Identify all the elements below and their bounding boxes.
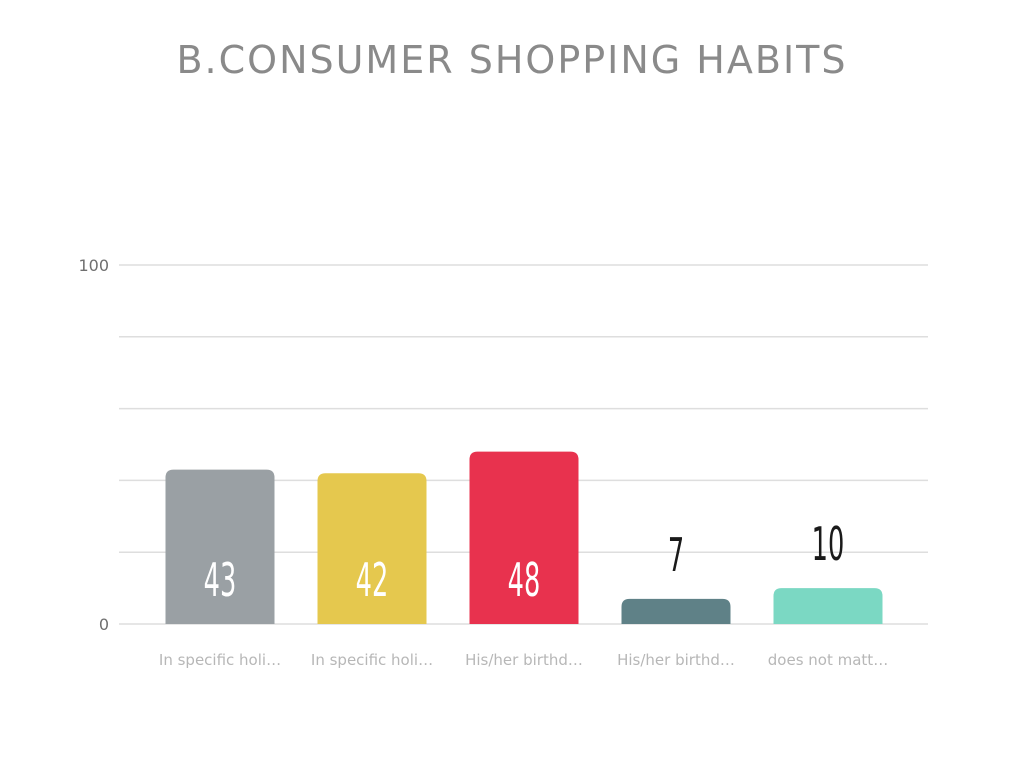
x-category-label: In specific holi… bbox=[311, 651, 433, 669]
bar bbox=[469, 451, 579, 624]
bar-value-label: 43 bbox=[204, 554, 237, 608]
bar bbox=[165, 469, 275, 624]
y-tick-label: 100 bbox=[78, 256, 109, 275]
bars bbox=[165, 451, 883, 624]
bar-value-label: 7 bbox=[668, 529, 684, 583]
x-category-label: His/her birthd… bbox=[465, 651, 583, 669]
bar-value-label: 42 bbox=[356, 554, 389, 608]
chart-title: B.CONSUMER SHOPPING HABITS bbox=[176, 38, 848, 82]
bar-value-label: 10 bbox=[812, 518, 845, 572]
bar bbox=[317, 473, 427, 624]
category-labels: In specific holi… In specific holi… His/he… bbox=[159, 651, 888, 669]
bar bbox=[621, 598, 731, 624]
x-category-label: does not matt… bbox=[768, 651, 888, 669]
y-axis-ticks: 0 100 bbox=[78, 256, 109, 634]
x-category-label: In specific holi… bbox=[159, 651, 281, 669]
y-tick-label: 0 bbox=[99, 615, 109, 634]
value-labels: 43 42 48 7 10 bbox=[204, 518, 845, 608]
bar bbox=[773, 588, 883, 624]
x-category-label: His/her birthd… bbox=[617, 651, 735, 669]
bar-value-label: 48 bbox=[508, 554, 541, 608]
